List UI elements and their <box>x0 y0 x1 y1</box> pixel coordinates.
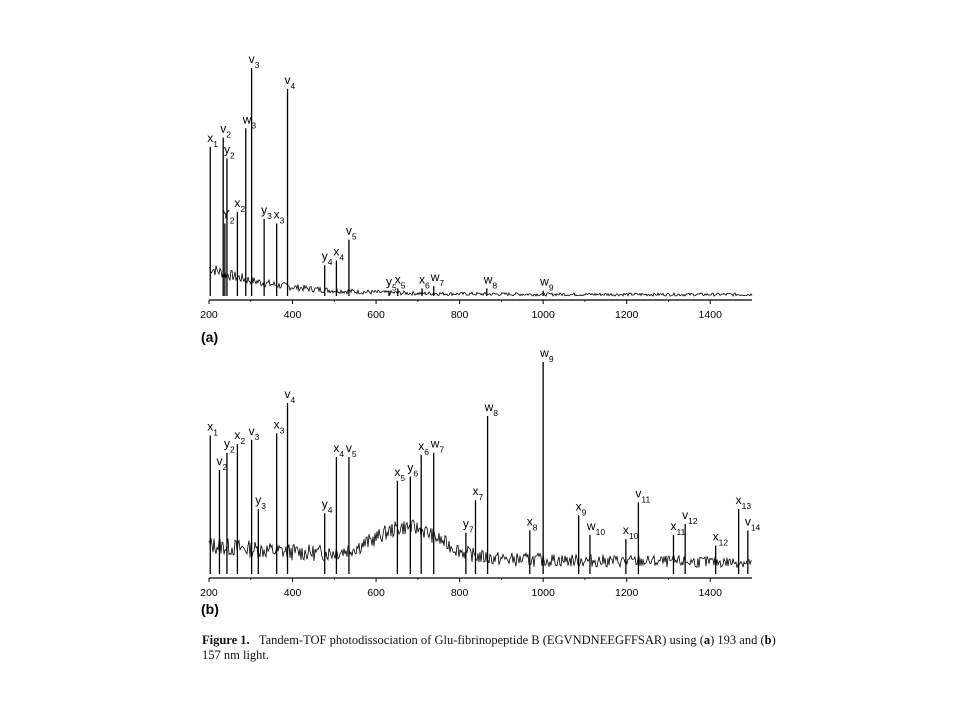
peak-label-x8: x8 <box>527 514 538 532</box>
peak-label-x11: x11 <box>670 519 685 537</box>
peak-label-w7: w7 <box>430 437 445 455</box>
peak-label-x7: x7 <box>472 484 483 502</box>
peak-label-v2: v2 <box>216 454 227 472</box>
peak-label-y3: y3 <box>255 493 266 511</box>
peak-label-w9: w9 <box>539 275 554 293</box>
x-tick-label: 1000 <box>531 309 555 321</box>
peak-label-x1: x1 <box>207 419 218 437</box>
caption-label: Figure 1. <box>202 633 250 647</box>
x-tick-label: 1000 <box>531 587 555 599</box>
peak-label-x3: x3 <box>274 207 285 225</box>
x-tick-label: 600 <box>367 309 385 321</box>
peak-label-x5: x5 <box>394 465 405 483</box>
peak-label-y3: y3 <box>261 203 272 221</box>
peak-label-x2: x2 <box>234 428 245 446</box>
peak-label-x1: x1 <box>207 131 218 149</box>
peak-label-y6: y6 <box>407 460 418 478</box>
peak-label-x3: x3 <box>274 417 285 435</box>
panel-label: (a) <box>201 329 218 345</box>
x-tick-label: 1200 <box>615 587 639 599</box>
peak-label-v2: v2 <box>220 122 231 140</box>
peak-label-y2: y2 <box>224 437 235 455</box>
figure-caption: Figure 1. Tandem-TOF photodissociation o… <box>202 633 782 663</box>
x-tick-label: 800 <box>451 587 469 599</box>
peak-label-v14: v14 <box>745 514 761 532</box>
peak-label-x5: x5 <box>395 272 406 290</box>
peak-label-x6: x6 <box>418 439 429 457</box>
caption-panel-b-ref: b <box>764 633 772 647</box>
peak-label-v12: v12 <box>682 508 698 526</box>
caption-panel-a-ref: a <box>703 633 711 647</box>
peak-label-w10: w10 <box>586 519 605 537</box>
x-tick-label: 1400 <box>699 587 723 599</box>
peak-label-v5: v5 <box>346 441 357 459</box>
baseline-trace <box>208 519 753 569</box>
x-tick-label: 1200 <box>615 309 639 321</box>
peak-label-x9: x9 <box>576 499 587 517</box>
peak-label-x12: x12 <box>713 530 729 548</box>
peak-label-y4: y4 <box>322 249 333 267</box>
caption-text-3: ) 157 nm light. <box>202 633 776 662</box>
x-tick-label: 800 <box>451 309 469 321</box>
peak-label-v3: v3 <box>249 52 260 70</box>
peak-label-w7: w7 <box>430 270 445 288</box>
baseline-trace <box>208 265 753 297</box>
x-tick-label: 400 <box>284 309 302 321</box>
peak-label-x4: x4 <box>333 441 344 459</box>
peak-label-v5: v5 <box>346 224 357 242</box>
peak-label-x4: x4 <box>333 245 344 263</box>
peak-label-y7: y7 <box>463 517 474 535</box>
peak-label-x6: x6 <box>419 272 430 290</box>
caption-text-1: Tandem-TOF photodissociation of Glu-fibr… <box>258 633 704 647</box>
peak-label-y4: y4 <box>322 497 333 515</box>
peak-label-v4: v4 <box>285 73 296 91</box>
peak-label-v11: v11 <box>635 486 650 504</box>
panel-label: (b) <box>201 601 219 617</box>
peak-label-v4: v4 <box>285 387 296 405</box>
caption-text-2: ) 193 and ( <box>710 633 765 647</box>
x-tick-label: 600 <box>367 587 385 599</box>
x-tick-label: 200 <box>200 309 218 321</box>
peak-label-w9: w9 <box>539 346 554 364</box>
x-tick-label: 200 <box>200 587 218 599</box>
x-tick-label: 400 <box>284 587 302 599</box>
peak-label-x13: x13 <box>736 493 752 511</box>
peak-label-v3: v3 <box>249 424 260 442</box>
peak-label-x10: x10 <box>623 523 639 541</box>
peak-label-y5: y5 <box>386 275 397 293</box>
peak-label-w3: w3 <box>242 112 257 130</box>
peak-label-w8: w8 <box>483 272 498 290</box>
peak-label-w8: w8 <box>484 400 499 418</box>
x-tick-label: 1400 <box>699 309 723 321</box>
peak-label-Y2: Y2 <box>222 207 235 225</box>
peak-label-y2: y2 <box>224 142 235 160</box>
peak-label-x2: x2 <box>234 196 245 214</box>
